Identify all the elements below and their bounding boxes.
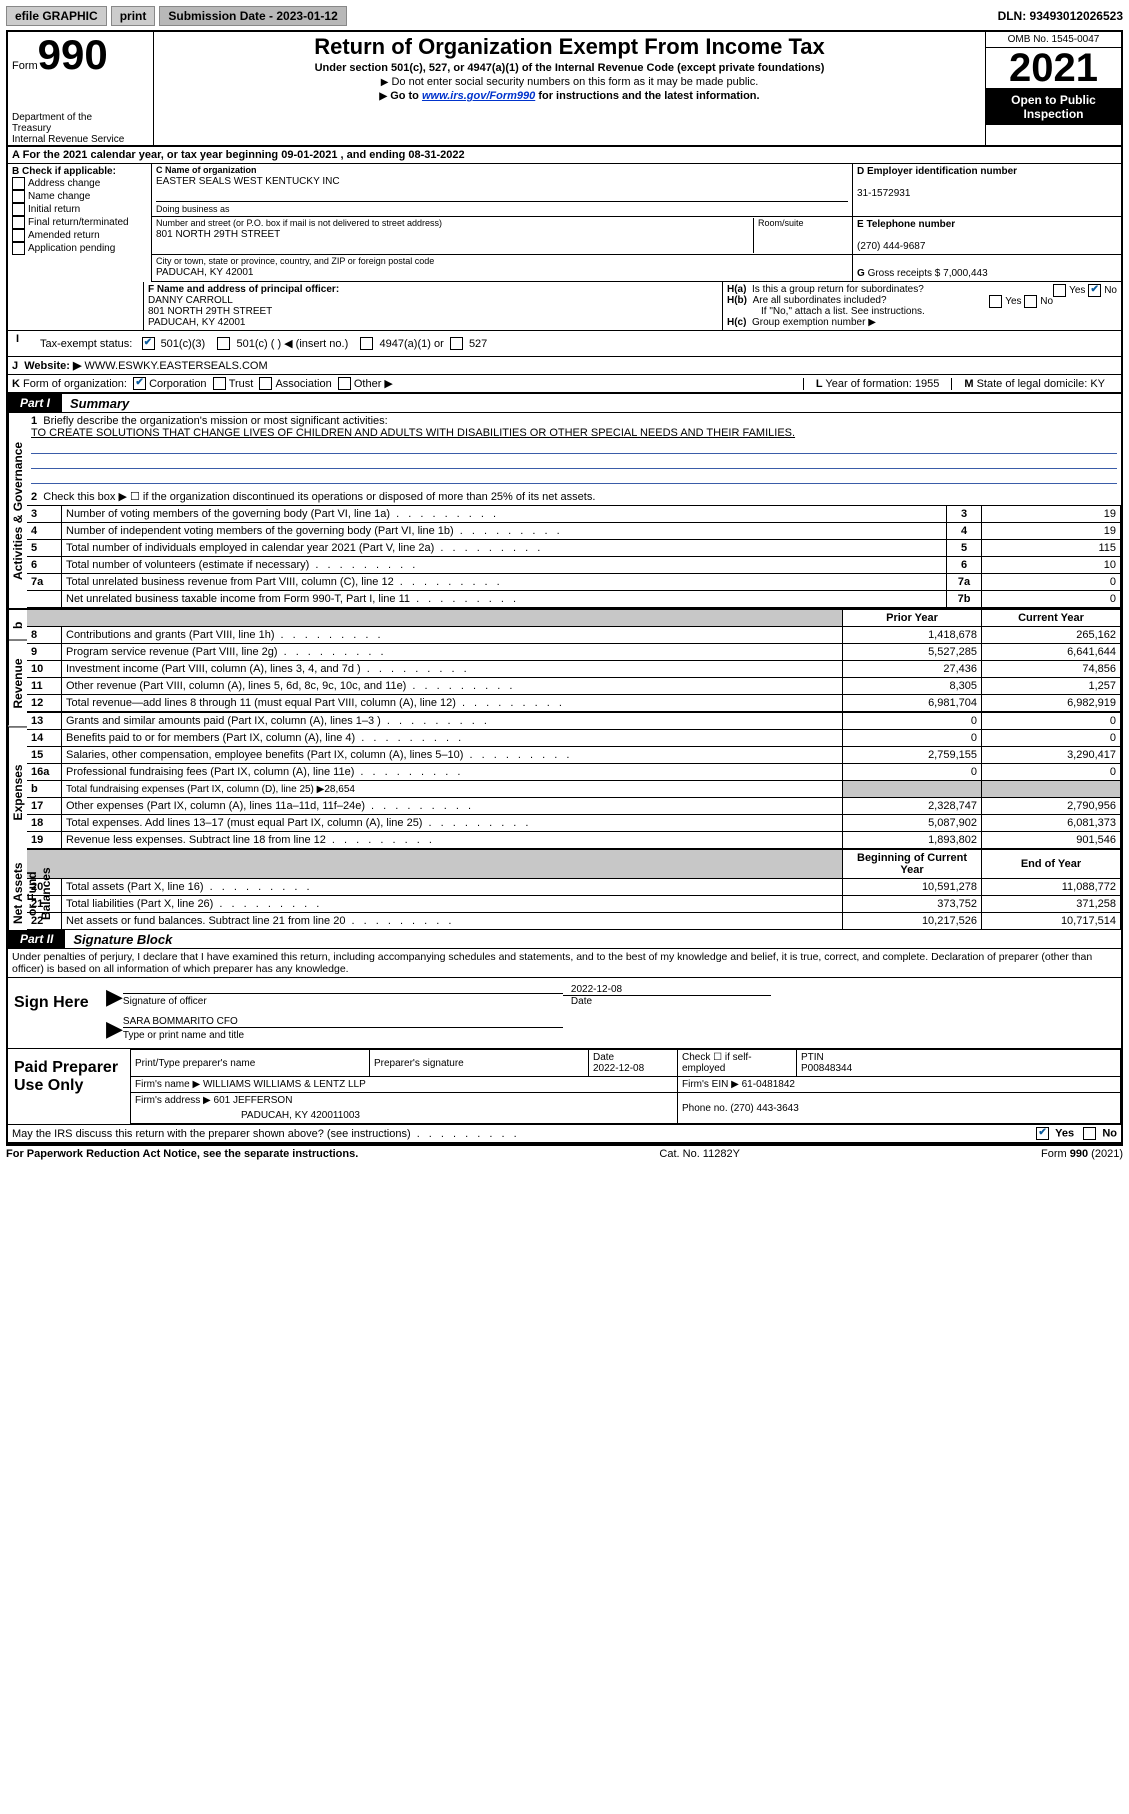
street-address: 801 NORTH 29TH STREET bbox=[156, 229, 280, 240]
officer-name-title: SARA BOMMARITO CFO bbox=[123, 1016, 563, 1028]
revenue-label: Revenue bbox=[8, 640, 27, 726]
org-name: EASTER SEALS WEST KENTUCKY INC bbox=[156, 176, 340, 187]
preparer-block: Paid Preparer Use Only Print/Type prepar… bbox=[8, 1049, 1121, 1125]
checkbox-4947[interactable] bbox=[360, 337, 373, 350]
checkbox-527[interactable] bbox=[450, 337, 463, 350]
prep-self-employed: Check ☐ if self-employed bbox=[678, 1050, 797, 1077]
checkbox-other[interactable] bbox=[338, 377, 351, 390]
inspection-label: Open to Public Inspection bbox=[986, 89, 1121, 125]
telephone: (270) 444-9687 bbox=[857, 241, 925, 252]
checkbox-final-return[interactable] bbox=[12, 216, 25, 229]
form-note1: ▶ Do not enter social security numbers o… bbox=[158, 76, 981, 88]
netassets-label: Net Assets or Fund Balances bbox=[8, 857, 27, 930]
sign-date: 2022-12-08 bbox=[563, 984, 771, 996]
part2-header: Part II Signature Block bbox=[8, 930, 1121, 949]
form-title: Return of Organization Exempt From Incom… bbox=[158, 34, 981, 60]
print-button[interactable]: print bbox=[111, 6, 156, 26]
officer-name: DANNY CARROLL bbox=[148, 295, 233, 306]
city-state-zip: PADUCAH, KY 42001 bbox=[156, 267, 253, 278]
expenses-label: Expenses bbox=[8, 726, 27, 857]
governance-table: 3 Number of voting members of the govern… bbox=[27, 505, 1121, 608]
dept-label: Department of theTreasuryInternal Revenu… bbox=[12, 112, 147, 145]
page-footer: For Paperwork Reduction Act Notice, see … bbox=[6, 1146, 1123, 1162]
form-header: Form990 Department of theTreasuryInterna… bbox=[8, 32, 1121, 147]
firm-ein: 61-0481842 bbox=[742, 1079, 795, 1090]
checkbox-501c3[interactable] bbox=[142, 337, 155, 350]
form-prefix: Form bbox=[12, 60, 38, 72]
checkbox-hb-no[interactable] bbox=[1024, 295, 1037, 308]
firm-addr2: PADUCAH, KY 420011003 bbox=[131, 1108, 678, 1124]
checkbox-amended-return[interactable] bbox=[12, 229, 25, 242]
efile-button[interactable]: efile GRAPHIC bbox=[6, 6, 107, 26]
ptin: P00848344 bbox=[801, 1063, 852, 1074]
section-klm: K Form of organization: Corporation Trus… bbox=[8, 375, 1121, 394]
dln-label: DLN: 93493012026523 bbox=[998, 9, 1123, 23]
form-subtitle: Under section 501(c), 527, or 4947(a)(1)… bbox=[158, 62, 981, 74]
firm-phone: (270) 443-3643 bbox=[730, 1103, 798, 1114]
checkbox-hb-yes[interactable] bbox=[989, 295, 1002, 308]
revenue-table: Prior Year Current Year 8 Contributions … bbox=[27, 609, 1121, 712]
form-note2: ▶ Go to www.irs.gov/Form990 for instruct… bbox=[158, 90, 981, 102]
website-url: WWW.ESWKY.EASTERSEALS.COM bbox=[84, 360, 267, 372]
sig-arrow-icon-2: ▶ bbox=[106, 1016, 123, 1042]
checkbox-name-change[interactable] bbox=[12, 190, 25, 203]
sign-block: Sign Here ▶ 2022-12-08 Signature of offi… bbox=[8, 978, 1121, 1049]
section-j: J Website: ▶ WWW.ESWKY.EASTERSEALS.COM bbox=[8, 357, 1121, 375]
declaration-text: Under penalties of perjury, I declare th… bbox=[8, 949, 1121, 978]
sig-arrow-icon: ▶ bbox=[106, 984, 123, 1010]
part1-header: Part I Summary bbox=[8, 394, 1121, 413]
topbar: efile GRAPHIC print Submission Date - 20… bbox=[6, 6, 1123, 26]
checkbox-address-change[interactable] bbox=[12, 177, 25, 190]
checkbox-initial-return[interactable] bbox=[12, 203, 25, 216]
form-number: 990 bbox=[38, 31, 108, 78]
submission-date-button[interactable]: Submission Date - 2023-01-12 bbox=[159, 6, 346, 26]
expenses-table: 13 Grants and similar amounts paid (Part… bbox=[27, 712, 1121, 849]
section-b: B Check if applicable: Address change Na… bbox=[8, 164, 152, 282]
mission-text: TO CREATE SOLUTIONS THAT CHANGE LIVES OF… bbox=[31, 427, 795, 439]
prep-date: 2022-12-08 bbox=[593, 1063, 644, 1074]
checkbox-association[interactable] bbox=[259, 377, 272, 390]
b-label: b bbox=[8, 609, 27, 640]
officer-addr: 801 NORTH 29TH STREET bbox=[148, 306, 272, 317]
checkbox-501c[interactable] bbox=[217, 337, 230, 350]
checkbox-discuss-no[interactable] bbox=[1083, 1127, 1096, 1140]
checkbox-ha-yes[interactable] bbox=[1053, 284, 1066, 297]
firm-name: WILLIAMS WILLIAMS & LENTZ LLP bbox=[203, 1079, 366, 1090]
section-i: I Tax-exempt status: 501(c)(3) 501(c) ( … bbox=[8, 331, 1121, 358]
checkbox-discuss-yes[interactable] bbox=[1036, 1127, 1049, 1140]
governance-label: Activities & Governance bbox=[8, 413, 27, 608]
checkbox-trust[interactable] bbox=[213, 377, 226, 390]
period-row: A For the 2021 calendar year, or tax yea… bbox=[8, 147, 1121, 164]
gross-receipts: Gross receipts $ 7,000,443 bbox=[868, 268, 988, 279]
netassets-table: Beginning of Current Year End of Year 20… bbox=[27, 849, 1121, 930]
discuss-row: May the IRS discuss this return with the… bbox=[8, 1125, 1121, 1144]
checkbox-ha-no[interactable] bbox=[1088, 284, 1101, 297]
officer-city: PADUCAH, KY 42001 bbox=[148, 317, 245, 328]
ein: 31-1572931 bbox=[857, 188, 910, 199]
irs-link[interactable]: www.irs.gov/Form990 bbox=[422, 90, 535, 102]
tax-year: 2021 bbox=[986, 48, 1121, 89]
form-body: Form990 Department of theTreasuryInterna… bbox=[6, 30, 1123, 1146]
checkbox-corporation[interactable] bbox=[133, 377, 146, 390]
firm-addr1: 601 JEFFERSON bbox=[214, 1095, 293, 1106]
checkbox-application-pending[interactable] bbox=[12, 242, 25, 255]
